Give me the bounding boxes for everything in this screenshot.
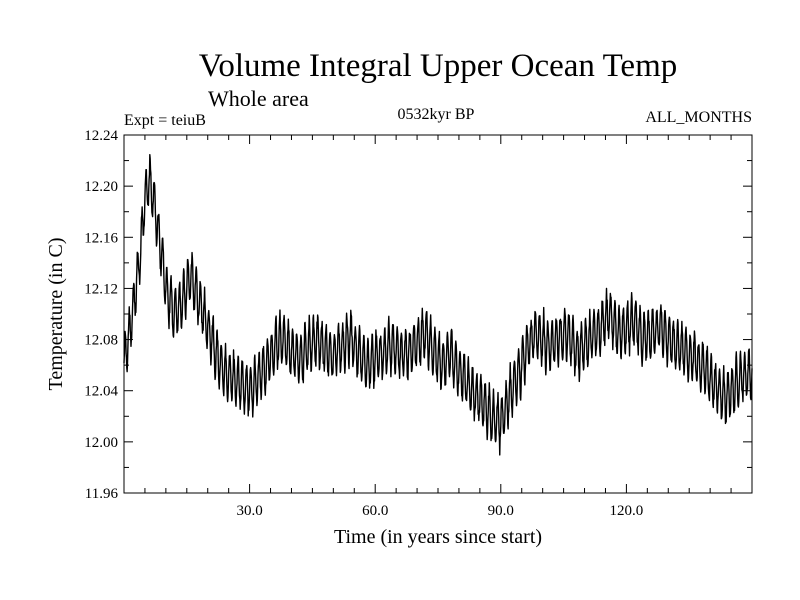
series-line — [123, 153, 753, 456]
y-tick-label: 12.12 — [84, 281, 118, 297]
x-tick-label: 60.0 — [362, 503, 388, 519]
y-tick-label: 12.24 — [84, 128, 118, 144]
y-tick-label: 11.96 — [85, 486, 119, 502]
chart-title: Volume Integral Upper Ocean Temp — [199, 48, 677, 84]
y-tick-label: 12.16 — [84, 230, 118, 246]
x-axis-ticks: 30.0 60.0 90.0 120.0 — [144, 135, 732, 519]
y-tick-label: 12.04 — [84, 384, 118, 400]
y-axis-label: Temperature (in C) — [45, 238, 67, 391]
y-axis-ticks: 11.96 12.00 12.04 12.08 12.12 12.16 12.20 12.24 — [84, 128, 752, 502]
x-axis-label: Time (in years since start) — [334, 526, 542, 548]
period-label: 0532kyr BP — [398, 106, 475, 123]
x-tick-label: 120.0 — [610, 503, 644, 519]
y-tick-label: 12.00 — [84, 435, 118, 451]
months-label: ALL_MONTHS — [645, 109, 752, 126]
expt-label: Expt = teiuB — [124, 112, 206, 129]
y-tick-label: 12.08 — [84, 333, 118, 349]
y-tick-label: 12.20 — [84, 179, 118, 195]
chart-subtitle: Whole area — [208, 86, 309, 111]
x-tick-label: 30.0 — [236, 503, 262, 519]
x-tick-label: 90.0 — [488, 503, 514, 519]
plot-frame — [123, 134, 753, 494]
